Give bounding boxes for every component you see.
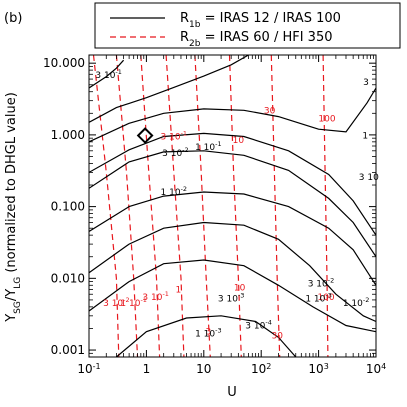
r1b-contour-label: 3 (363, 78, 369, 88)
r1b-contour-line (89, 259, 376, 333)
r1b-contour-line (89, 150, 376, 258)
r1b-contour-label: 3 10-4 (245, 318, 272, 331)
legend-box (94, 2, 401, 49)
r1b-contour-label: 3 10-1 (95, 68, 122, 81)
r1b-contour-label: 1 10-3 (195, 327, 222, 340)
legend: R1b = IRAS 12 / IRAS 100 R2b = IRAS 60 /… (94, 2, 401, 49)
r1b-contour-line (89, 87, 376, 143)
y-tick-label: 0.100 (51, 200, 85, 214)
r1b-contour-label: 3 10 (359, 173, 379, 183)
x-tick-label: 1 (143, 362, 151, 376)
r1b-contour-label: 1 10-3 (305, 292, 332, 305)
y-tick-label: 0.010 (51, 271, 85, 285)
r1b-contour-label: 3 10-2 (162, 146, 189, 159)
r1b-contour-line (89, 55, 249, 123)
r2b-contour-label: 30 (271, 331, 283, 341)
dhgl-marker (136, 127, 154, 144)
r2b-contour-label: 1 10-1 (120, 296, 147, 309)
r2b-contour-line (194, 55, 211, 357)
x-axis-title: U (227, 385, 237, 400)
r1b-contour-label: 3 10-2 (308, 276, 335, 289)
y-axis-title: YSG/YLG (normalized to DHGL value) (4, 92, 23, 323)
r2b-contour-label: 100 (317, 293, 334, 303)
r2b-contour-line (270, 55, 281, 357)
legend-entry-r2b: R2b = IRAS 60 / HFI 350 (180, 30, 333, 49)
r1b-contour-line (89, 132, 376, 236)
r2b-contour-line (92, 55, 120, 357)
panel-label: (b) (4, 11, 22, 26)
r2b-contour-line (228, 55, 242, 357)
r2b-contour-label: 3 10-1 (161, 129, 188, 142)
r2b-contour-label: 3 10-1 (142, 290, 169, 303)
legend-entry-r1b: R1b = IRAS 12 / IRAS 100 (180, 11, 341, 30)
x-tick-label: 10 (196, 362, 211, 376)
r1b-contour-line (89, 191, 376, 286)
plot-frame (88, 54, 377, 358)
r1b-contour-label: 1 (362, 132, 368, 142)
r1b-contours (89, 55, 376, 357)
r1b-contour-line (89, 59, 125, 89)
y-tick-label: 10.000 (43, 56, 85, 70)
r1b-contour-label: 1 10-2 (161, 185, 188, 198)
y-tick-label: 1.000 (51, 128, 85, 142)
r2b-contour-label: 10 (233, 136, 245, 146)
r1b-contour-line (89, 221, 376, 323)
x-tick-label: 104 (366, 362, 386, 377)
r1b-contour-label: 3 10-3 (218, 292, 245, 305)
r2b-contour-label: 1 (175, 285, 181, 295)
r2b-contour-line (322, 55, 329, 357)
contour-labels: 3 10-21 10-13 10-13 10-11310103030100100… (95, 68, 379, 341)
marker-layer (136, 127, 154, 144)
r2b-contour-line (140, 55, 161, 357)
r1b-contour-label: 1 10-2 (343, 296, 370, 309)
r1b-contour-label: 1 10-1 (195, 140, 222, 153)
r2b-contour-label: 3 (205, 328, 211, 338)
r2b-contour-label: 3 10-2 (103, 296, 130, 309)
axis-ticks: 10-1 1 10 102 103 1040.0010.0100.1001.00010.0… (43, 55, 386, 376)
r1b-contour-line (116, 315, 297, 357)
y-tick-label: 0.001 (51, 343, 85, 357)
r2b-contour-line (165, 55, 185, 357)
r2b-contour-label: 100 (318, 114, 335, 124)
x-tick-label: 102 (251, 362, 271, 377)
x-tick-label: 10-1 (77, 362, 100, 377)
r2b-contour-line (115, 55, 139, 357)
r2b-contours (92, 55, 329, 357)
r2b-contour-label: 10 (234, 283, 246, 293)
r2b-contour-label: 30 (264, 106, 276, 116)
x-tick-label: 103 (308, 362, 328, 377)
